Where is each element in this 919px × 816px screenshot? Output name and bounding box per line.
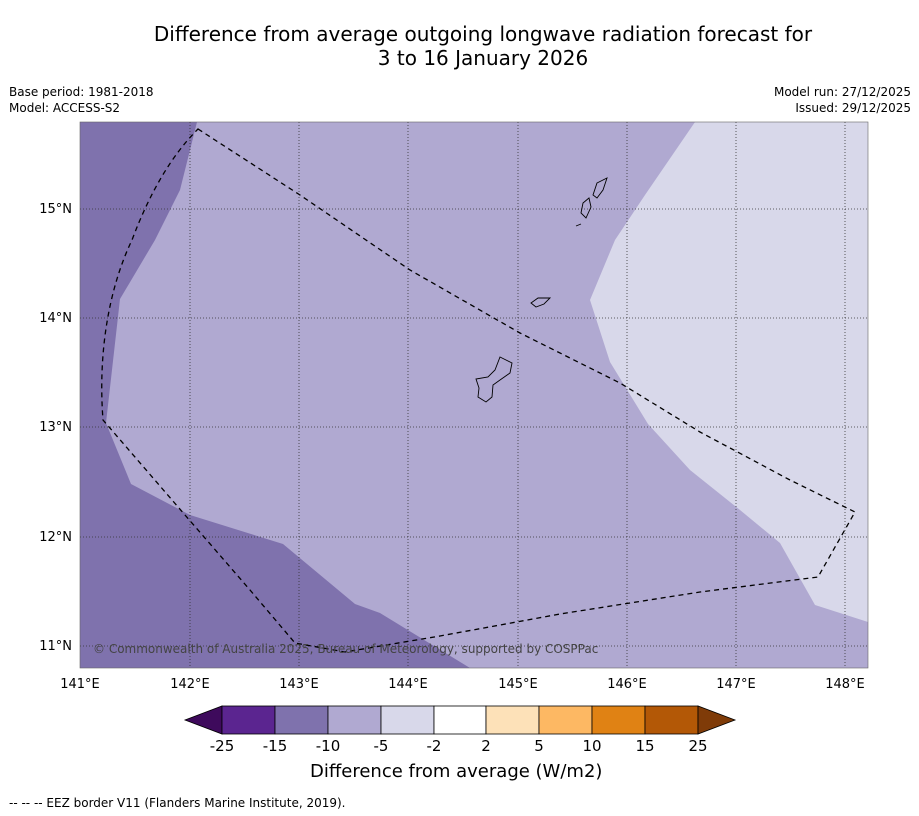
model-name: Model: ACCESS-S2 — [9, 101, 121, 115]
lat-label: 15°N — [39, 202, 72, 217]
island-rota — [530, 297, 552, 308]
title-line-2: 3 to 16 January 2026 — [377, 46, 589, 70]
title-line-1: Difference from average outgoing longwav… — [153, 22, 813, 46]
lon-label: 147°E — [716, 677, 756, 692]
lat-label: 13°N — [39, 420, 72, 435]
colorbar-extend-high — [697, 705, 737, 735]
colorbar-label: Difference from average (W/m2) — [310, 761, 603, 782]
island-saipan — [592, 177, 608, 199]
meta-right: Model run: 27/12/2025 Issued: 29/12/2025 — [774, 84, 911, 116]
band-m5-m2 — [590, 122, 868, 622]
colorbar-tick: -15 — [263, 737, 288, 755]
lon-label: 142°E — [170, 677, 210, 692]
graticule — [80, 122, 868, 668]
colorbar-tick: -2 — [427, 737, 442, 755]
colorbar-tick: -10 — [316, 737, 341, 755]
chart-title: Difference from average outgoing longwav… — [0, 22, 919, 70]
eez-border — [101, 128, 856, 653]
lon-label: 143°E — [279, 677, 319, 692]
lon-label: 144°E — [388, 677, 428, 692]
lat-labels: 15°N 14°N 13°N 12°N 11°N — [39, 202, 72, 654]
lon-label: 146°E — [607, 677, 647, 692]
colorbar-extend-low — [183, 705, 223, 735]
lon-label: 141°E — [60, 677, 100, 692]
map-area — [80, 122, 868, 668]
base-period: Base period: 1981-2018 — [9, 85, 154, 99]
colorbar-tick: -5 — [374, 737, 389, 755]
colorbar-tick: 15 — [635, 737, 654, 755]
colorbar-tick: 5 — [534, 737, 544, 755]
colorbar-segment — [591, 705, 646, 735]
island-tinian — [580, 197, 592, 219]
islands — [475, 177, 608, 403]
colorbar-segment — [327, 705, 382, 735]
lon-label: 148°E — [825, 677, 865, 692]
colorbar-segment — [221, 705, 276, 735]
lat-label: 12°N — [39, 530, 72, 545]
lat-label: 14°N — [39, 311, 72, 326]
model-run: Model run: 27/12/2025 — [773, 85, 911, 99]
meta-left: Base period: 1981-2018 Model: ACCESS-S2 — [9, 84, 154, 116]
issued-date: Issued: 29/12/2025 — [795, 101, 911, 115]
colorbar-tick: 25 — [688, 737, 707, 755]
colorbar-tick: -25 — [210, 737, 235, 755]
island-aguijan — [575, 223, 582, 227]
colorbar-segment — [274, 705, 329, 735]
eez-footnote: -- -- -- EEZ border V11 (Flanders Marine… — [9, 796, 346, 810]
colorbar-segment — [380, 705, 435, 735]
colorbar-segment — [485, 705, 540, 735]
lon-label: 145°E — [498, 677, 538, 692]
lat-label: 11°N — [39, 639, 72, 654]
island-guam — [475, 356, 513, 403]
colorbar-segment — [433, 705, 487, 735]
colorbar-segment — [644, 705, 699, 735]
colorbar-ticks: -25 -15 -10 -5 -2 2 5 10 15 25 — [210, 737, 708, 755]
map-frame — [79, 121, 869, 669]
map-copyright: © Commonwealth of Australia 2025, Bureau… — [93, 642, 598, 656]
colorbar-segment — [538, 705, 593, 735]
colorbar — [183, 705, 737, 735]
colorbar-tick: 2 — [481, 737, 491, 755]
lon-labels: 141°E 142°E 143°E 144°E 145°E 146°E 147°… — [60, 677, 865, 692]
colorbar-tick: 10 — [582, 737, 601, 755]
